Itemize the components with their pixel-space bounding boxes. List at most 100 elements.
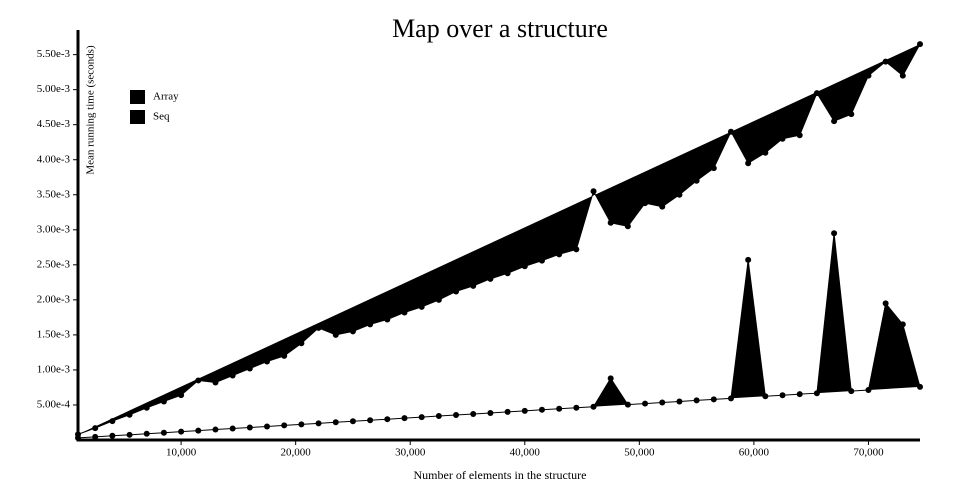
data-point [831,118,838,125]
x-tick-label: 50,000 [624,447,655,459]
data-point [590,188,597,195]
data-point [521,263,528,270]
data-point [659,203,666,210]
data-point [882,58,889,65]
data-point [917,41,923,48]
data-point [745,160,752,167]
legend-swatch [130,90,145,104]
data-point [229,425,236,432]
data-point [813,90,820,97]
data-point [435,296,442,303]
data-point [693,397,700,404]
data-point [573,404,580,411]
data-point [745,256,752,263]
data-point [315,420,322,427]
data-point [556,405,563,412]
x-tick-label: 70,000 [853,447,884,459]
y-tick-label: 4.00e-3 [37,153,71,165]
data-point [246,424,253,431]
y-tick-label: 2.50e-3 [37,258,71,270]
data-point [624,223,631,230]
y-tick-label: 1.00e-3 [37,363,71,375]
data-point [727,395,734,402]
data-point [624,401,631,408]
data-point [92,425,99,432]
x-tick-label: 10,000 [166,447,197,459]
data-point [349,328,356,335]
data-point [418,414,425,421]
data-point [160,398,167,405]
data-point [229,372,236,379]
data-point [281,352,288,359]
y-tick-label: 2.00e-3 [37,293,71,305]
data-point [882,300,889,307]
legend-label: Array [153,91,179,103]
x-tick-label: 60,000 [739,447,770,459]
data-point [349,418,356,425]
x-tick-label: 20,000 [281,447,312,459]
data-point [418,303,425,310]
data-point [504,270,511,277]
y-tick-label: 5.00e-3 [37,83,71,95]
data-point [143,430,150,437]
data-point [384,416,391,423]
data-point [642,200,649,207]
data-point [796,391,803,398]
data-point [659,399,666,406]
data-point [487,409,494,416]
legend-swatch [130,110,145,124]
data-point [281,422,288,429]
data-point [487,275,494,282]
data-point [401,415,408,422]
data-point [264,358,271,365]
data-point [676,398,683,405]
data-point [779,135,786,142]
x-axis-label: Number of elements in the structure [414,468,587,482]
data-point [92,433,99,440]
data-point [246,365,253,372]
data-point [332,419,339,426]
data-point [710,165,717,172]
data-point [693,177,700,184]
data-point [332,331,339,338]
y-tick-label: 1.50e-3 [37,328,71,340]
data-point [710,396,717,403]
data-point [504,408,511,415]
data-point [796,132,803,139]
data-point [453,288,460,295]
y-tick-label: 4.50e-3 [37,118,71,130]
data-point [109,418,116,425]
y-axis-label: Mean running time (seconds) [85,45,97,175]
y-tick-label: 5.50e-3 [37,48,71,60]
data-point [195,377,202,384]
data-point [143,404,150,411]
data-point [521,407,528,414]
series-line [77,43,921,435]
legend-label: Seq [153,111,170,123]
data-point [642,400,649,407]
data-point [453,411,460,418]
data-point [899,72,906,79]
data-point [212,426,219,433]
data-point [538,406,545,413]
data-point [590,403,597,410]
data-point [367,417,374,424]
data-point [762,393,769,400]
data-point [264,423,271,430]
data-point [298,340,305,347]
data-point [401,309,408,316]
data-point [384,316,391,323]
data-point [727,128,734,135]
data-point [178,392,185,399]
data-point [109,432,116,439]
chart-title: Map over a structure [392,14,608,43]
data-point [865,387,872,394]
data-point [160,429,167,436]
data-point [865,72,872,79]
y-tick-label: 5.00e-4 [37,398,71,410]
data-point [470,282,477,289]
data-point [762,149,769,156]
data-point [813,390,820,397]
data-point [538,257,545,264]
